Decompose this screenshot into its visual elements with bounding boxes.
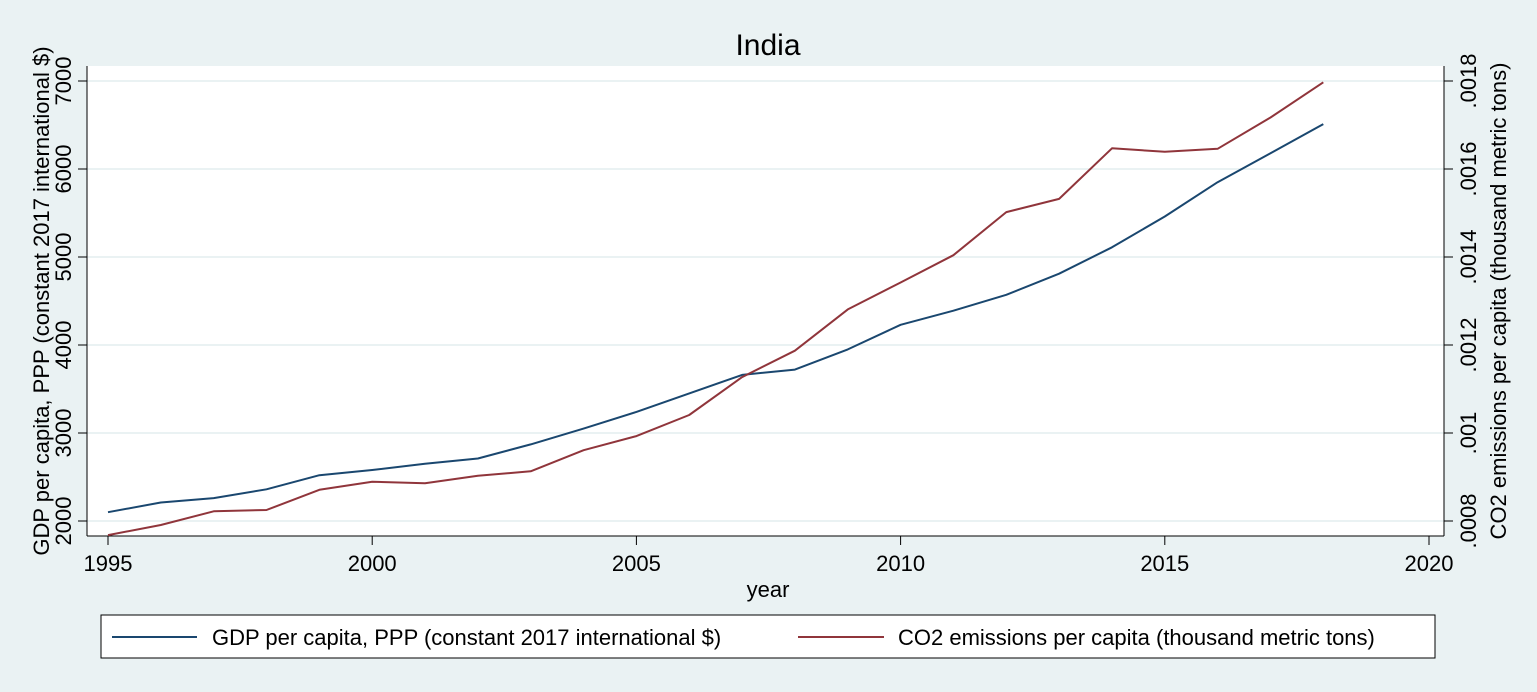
x-tick-label: 2020: [1405, 551, 1454, 576]
y-left-axis-ticks: 2000 3000 4000 5000 6000 7000: [51, 57, 87, 546]
legend-box: [100, 614, 1436, 659]
x-tick-label: 2005: [612, 551, 661, 576]
x-tick-label: 2015: [1140, 551, 1189, 576]
y-left-tick-label: 6000: [51, 145, 76, 194]
x-axis-label: year: [747, 577, 790, 602]
x-tick-label: 2000: [348, 551, 397, 576]
y-right-tick-label: .0008: [1456, 493, 1481, 548]
y-left-tick-label: 3000: [51, 409, 76, 458]
y-left-axis-label: GDP per capita, PPP (constant 2017 inter…: [29, 46, 54, 555]
grid-lines: [87, 80, 1444, 522]
y-right-axis-label: CO2 emissions per capita (thousand metri…: [1486, 63, 1511, 540]
gdp-series-line: [107, 123, 1324, 514]
y-left-tick-label: 7000: [51, 57, 76, 106]
x-axis-ticks: 1995 2000 2005 2010 2015 2020: [84, 536, 1454, 576]
legend-label-gdp: GDP per capita, PPP (constant 2017 inter…: [212, 625, 721, 650]
chart-title: India: [735, 29, 800, 62]
y-right-tick-label: .0018: [1456, 53, 1481, 108]
legend-label-co2: CO2 emissions per capita (thousand metri…: [898, 625, 1375, 650]
y-left-tick-label: 2000: [51, 497, 76, 546]
y-right-tick-label: .0014: [1456, 229, 1481, 284]
y-right-tick-label: .0016: [1456, 141, 1481, 196]
legend: GDP per capita, PPP (constant 2017 inter…: [100, 614, 1436, 659]
y-right-tick-label: .0012: [1456, 317, 1481, 372]
x-tick-label: 1995: [84, 551, 133, 576]
x-tick-label: 2010: [876, 551, 925, 576]
plot-area: [87, 66, 1444, 536]
y-right-axis-ticks: .0008 .001 .0012 .0014 .0016 .0018: [1444, 53, 1481, 549]
y-left-tick-label: 5000: [51, 233, 76, 282]
y-left-tick-label: 4000: [51, 321, 76, 370]
y-right-tick-label: .001: [1456, 412, 1481, 455]
co2-series-line: [107, 81, 1324, 537]
series-lines: [107, 81, 1324, 537]
